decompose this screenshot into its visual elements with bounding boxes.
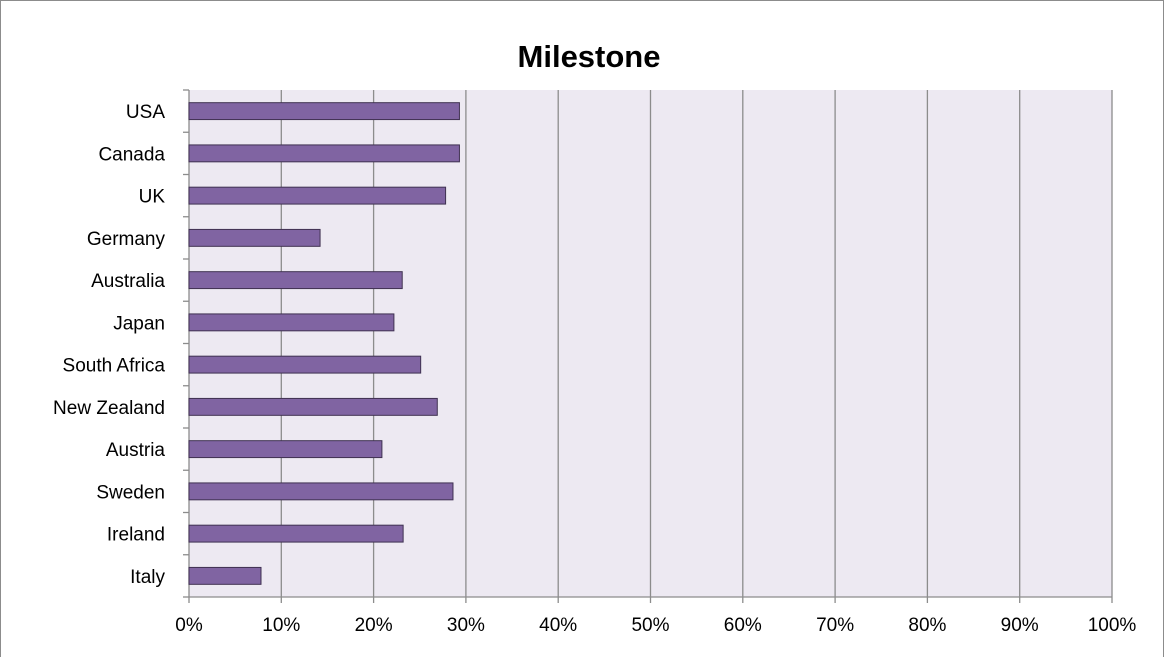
x-tick-label: 40% xyxy=(539,615,577,636)
category-label: New Zealand xyxy=(53,398,165,419)
x-tick-label: 60% xyxy=(724,615,762,636)
bar-australia xyxy=(188,271,403,290)
x-tick-label: 0% xyxy=(175,615,203,636)
category-label: USA xyxy=(126,102,165,123)
category-label: Italy xyxy=(130,567,165,588)
plot-area: 0% 10% 20% 30% 40% 50% 60% 70% 80% 90% 100% USA Cana… xyxy=(53,89,1137,636)
x-tick-label: 50% xyxy=(631,615,669,636)
x-tick-label: 30% xyxy=(447,615,485,636)
bar-usa xyxy=(188,102,460,121)
category-label: Australia xyxy=(91,271,165,292)
category-label: Sweden xyxy=(96,482,165,503)
bar-south-africa xyxy=(188,355,422,374)
category-label: Germany xyxy=(87,229,166,250)
category-label: Canada xyxy=(98,144,165,165)
x-tick-label: 80% xyxy=(908,615,946,636)
bar-sweden xyxy=(188,482,454,501)
bar-japan xyxy=(188,313,395,332)
category-label: UK xyxy=(139,187,166,208)
bar-new-zealand xyxy=(188,397,438,416)
x-tick-label: 10% xyxy=(262,615,300,636)
bar-italy xyxy=(188,566,262,585)
x-tick-label: 70% xyxy=(816,615,854,636)
bar-uk xyxy=(188,186,447,205)
category-label: Ireland xyxy=(107,525,165,546)
bar-ireland xyxy=(188,524,404,543)
bar-canada xyxy=(188,144,460,163)
bar-germany xyxy=(188,228,321,247)
category-label: Japan xyxy=(113,313,165,334)
bar-austria xyxy=(188,440,383,459)
category-label: South Africa xyxy=(63,356,166,377)
chart-title: Milestone xyxy=(518,39,661,74)
x-tick-label: 90% xyxy=(1001,615,1039,636)
x-tick-label: 20% xyxy=(355,615,393,636)
category-label: Austria xyxy=(106,440,166,461)
x-tick-label: 100% xyxy=(1088,615,1137,636)
